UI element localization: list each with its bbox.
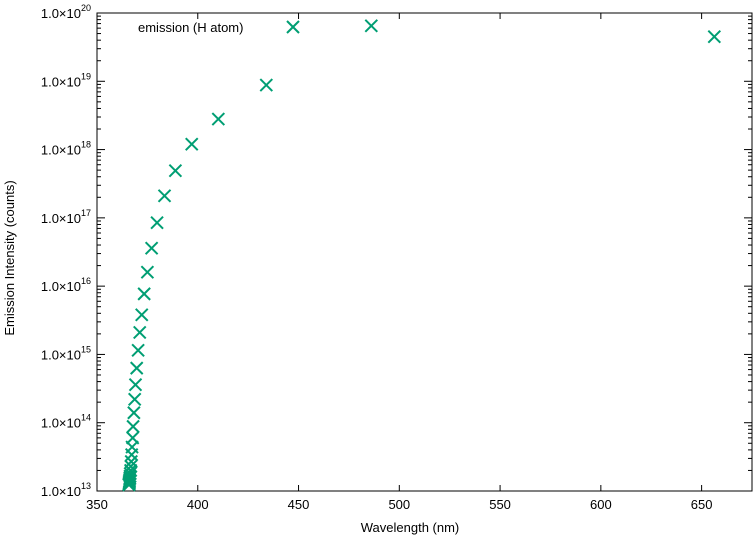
data-point — [157, 189, 172, 203]
data-point — [127, 406, 141, 420]
y-tick-label: 1.0×1019 — [41, 71, 91, 89]
y-tick-label: 1.0×1016 — [41, 276, 91, 294]
y-tick-label: 1.0×1013 — [41, 481, 91, 499]
x-axis-label: Wavelength (nm) — [361, 520, 460, 535]
x-axis-ticks: 350 400 450 500 550 600 650 — [86, 13, 712, 512]
data-point — [137, 287, 151, 301]
y-tick-exponent: 14 — [81, 413, 91, 423]
y-tick-label: 1.0×1015 — [41, 344, 91, 362]
data-point — [168, 164, 183, 178]
scatter-series — [122, 19, 722, 492]
legend-marker-cross — [286, 20, 300, 34]
data-point — [140, 265, 155, 279]
data-point — [127, 392, 142, 407]
data-point — [707, 29, 722, 44]
y-tick-label: 1.0×1020 — [41, 3, 91, 21]
data-point — [128, 378, 143, 392]
y-tick-exponent: 19 — [81, 71, 91, 81]
y-tick-mantissa: 1.0×10 — [41, 484, 81, 499]
data-point — [211, 112, 226, 126]
data-point — [364, 19, 379, 33]
plot-frame — [96, 12, 753, 492]
y-tick-exponent: 16 — [81, 276, 91, 286]
x-tick-label: 350 — [86, 497, 108, 512]
x-tick-label: 400 — [187, 497, 209, 512]
x-tick-label: 600 — [590, 497, 612, 512]
y-axis-label: Emission Intensity (counts) — [2, 180, 17, 335]
x-tick-label: 650 — [691, 497, 713, 512]
legend: emission (H atom) — [138, 20, 300, 35]
legend-label: emission (H atom) — [138, 20, 243, 35]
y-tick-exponent: 13 — [81, 481, 91, 491]
x-tick-label: 550 — [489, 497, 511, 512]
y-tick-mantissa: 1.0×10 — [41, 416, 81, 431]
data-point — [133, 325, 147, 340]
y-tick-exponent: 17 — [81, 208, 91, 218]
data-point — [126, 419, 140, 434]
x-tick-label: 500 — [388, 497, 410, 512]
y-tick-label: 1.0×1018 — [41, 140, 91, 158]
data-point — [131, 343, 145, 357]
y-tick-label: 1.0×1014 — [41, 413, 91, 431]
data-point — [185, 137, 199, 151]
data-point — [135, 308, 149, 322]
y-tick-mantissa: 1.0×10 — [41, 74, 81, 89]
y-tick-mantissa: 1.0×10 — [41, 211, 81, 226]
y-tick-label: 1.0×1017 — [41, 208, 91, 226]
data-point — [129, 361, 144, 375]
y-tick-mantissa: 1.0×10 — [41, 347, 81, 362]
data-point — [144, 241, 159, 255]
y-tick-mantissa: 1.0×10 — [41, 143, 81, 158]
y-tick-mantissa: 1.0×10 — [41, 279, 81, 294]
legend-marker — [286, 20, 300, 34]
y-tick-exponent: 18 — [81, 140, 91, 150]
y-axis-ticks: 1.0×10131.0×10141.0×10151.0×10161.0×1017… — [41, 3, 752, 499]
data-point — [122, 478, 136, 492]
y-tick-exponent: 15 — [81, 344, 91, 354]
data-point — [150, 215, 164, 230]
y-tick-mantissa: 1.0×10 — [41, 6, 81, 21]
data-point — [259, 78, 273, 92]
y-tick-exponent: 20 — [81, 3, 91, 13]
x-tick-label: 450 — [288, 497, 310, 512]
